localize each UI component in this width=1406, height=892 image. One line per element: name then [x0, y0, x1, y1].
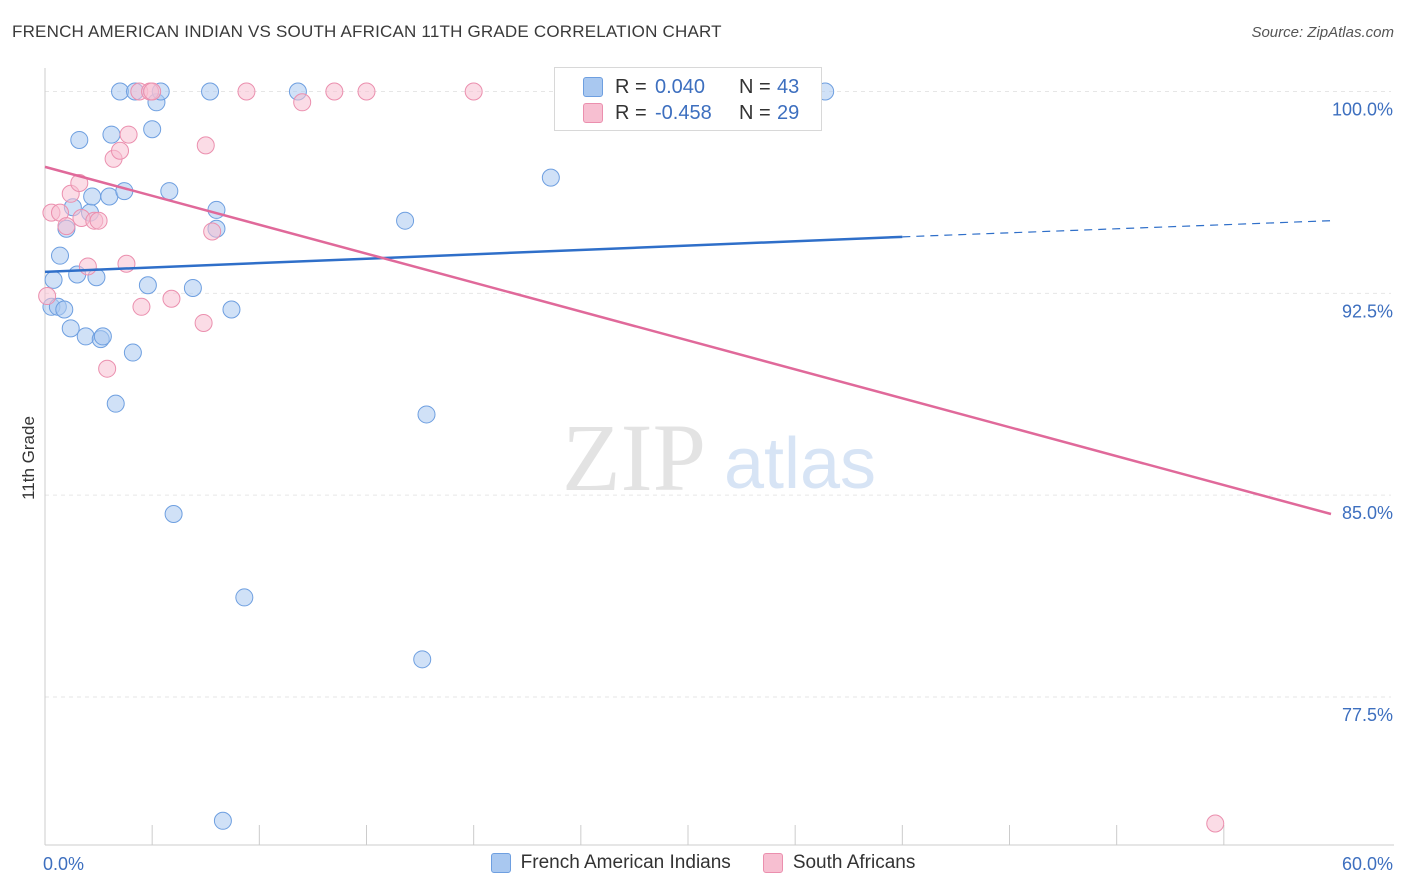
n-label: N =	[739, 75, 771, 98]
legend-item-french-american-indians[interactable]: French American Indians	[490, 852, 731, 874]
trend-line-south-africans	[44, 165, 1332, 516]
point-french-american-indians	[55, 300, 74, 319]
r-value: -0.458	[655, 101, 712, 124]
point-south-africans	[357, 82, 376, 101]
legend-swatch-pink	[762, 853, 783, 873]
point-south-africans	[132, 297, 151, 316]
point-french-american-indians	[541, 168, 560, 187]
watermark-atlas: atlas	[724, 424, 876, 504]
point-french-american-indians	[102, 125, 121, 144]
point-south-africans	[89, 211, 108, 230]
chart-title: FRENCH AMERICAN INDIAN VS SOUTH AFRICAN …	[12, 22, 722, 41]
point-french-american-indians	[213, 811, 232, 830]
point-south-africans	[78, 257, 97, 276]
point-south-africans	[162, 289, 181, 308]
point-south-africans	[70, 174, 89, 193]
point-south-africans	[119, 125, 138, 144]
r-label: R =	[615, 75, 647, 98]
point-french-american-indians	[93, 327, 112, 346]
point-south-africans	[293, 93, 312, 112]
point-french-american-indians	[51, 246, 70, 265]
point-south-africans	[464, 82, 483, 101]
point-french-american-indians	[100, 187, 119, 206]
stats-box: R = 0.040 N = 43 R = -0.458 N = 29	[554, 67, 822, 131]
point-south-africans	[194, 313, 213, 332]
point-french-american-indians	[201, 82, 220, 101]
point-french-american-indians	[83, 187, 102, 206]
legend: French American Indians South Africans	[0, 852, 1406, 874]
point-french-american-indians	[111, 82, 130, 101]
point-french-american-indians	[76, 327, 95, 346]
point-french-american-indians	[106, 394, 125, 413]
trend-lines	[44, 165, 1332, 516]
n-label: N =	[739, 101, 771, 124]
y-tick-label: 100.0%	[1332, 100, 1393, 120]
y-tick-label: 92.5%	[1342, 301, 1393, 321]
axes	[44, 68, 1394, 846]
legend-label: South Africans	[792, 852, 916, 873]
point-french-american-indians	[123, 343, 142, 362]
point-south-africans	[196, 136, 215, 155]
point-french-american-indians	[396, 211, 415, 230]
point-french-american-indians	[70, 130, 89, 149]
point-south-africans	[237, 82, 256, 101]
legend-item-south-africans[interactable]: South Africans	[762, 852, 916, 874]
y-tick-label: 77.5%	[1342, 705, 1393, 725]
point-french-american-indians	[222, 300, 241, 319]
point-french-american-indians	[413, 650, 432, 669]
point-south-africans	[1206, 814, 1225, 833]
y-tick-label: 85.0%	[1342, 503, 1393, 523]
watermark: ZIP atlas	[562, 404, 876, 511]
stats-swatch-blue	[583, 77, 603, 97]
point-south-africans	[98, 359, 117, 378]
x-tick-label: 0.0%	[43, 854, 84, 874]
point-french-american-indians	[235, 588, 254, 607]
point-french-american-indians	[164, 505, 183, 524]
point-south-africans	[57, 217, 76, 236]
legend-label: French American Indians	[520, 852, 731, 873]
point-french-american-indians	[143, 120, 162, 139]
point-south-africans	[325, 82, 344, 101]
x-tick-label: 60.0%	[1342, 854, 1393, 874]
point-french-american-indians	[44, 270, 63, 289]
source-label: Source: ZipAtlas.com	[1251, 24, 1394, 41]
point-south-africans	[111, 141, 130, 160]
trend-line-extension	[902, 220, 1332, 238]
point-french-american-indians	[183, 278, 202, 297]
point-south-africans	[38, 287, 57, 306]
stats-swatch-pink	[583, 103, 603, 123]
point-south-africans	[203, 222, 222, 241]
point-south-africans	[143, 82, 162, 101]
legend-swatch-blue	[490, 853, 511, 873]
point-french-american-indians	[138, 276, 157, 295]
n-value: 29	[777, 101, 800, 124]
y-axis-label: 11th Grade	[19, 416, 38, 500]
r-label: R =	[615, 101, 647, 124]
stats-row-south-africans: R = -0.458 N = 29	[583, 100, 799, 126]
grid-lines	[45, 91, 1391, 698]
tick-labels: 100.0% 92.5% 85.0% 77.5% 0.0% 60.0%	[43, 100, 1393, 874]
point-french-american-indians	[61, 319, 80, 338]
point-french-american-indians	[417, 405, 436, 424]
point-french-american-indians	[160, 182, 179, 201]
stats-row-french-american-indians: R = 0.040 N = 43	[583, 74, 799, 100]
r-value: 0.040	[655, 75, 706, 98]
n-value: 43	[777, 75, 800, 98]
watermark-zip: ZIP	[562, 404, 706, 511]
trend-line-french-american-indians	[44, 235, 903, 274]
